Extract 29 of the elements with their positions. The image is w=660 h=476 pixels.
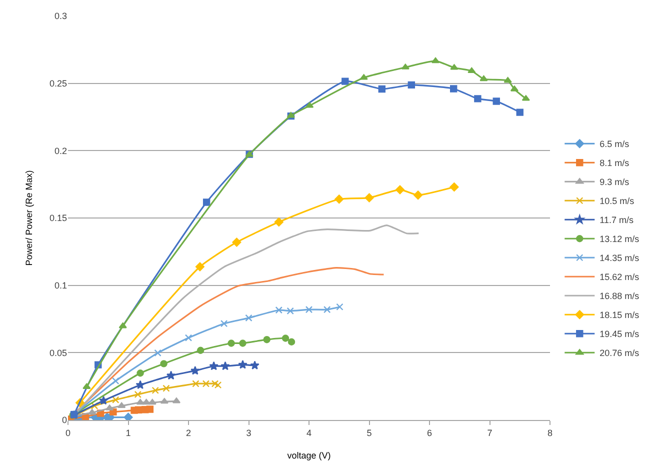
legend-label: 6.5 m/s bbox=[600, 139, 630, 150]
x-tick-label: 2 bbox=[186, 428, 192, 438]
y-tick-label: 0.2 bbox=[54, 146, 67, 156]
legend-label: 18.15 m/s bbox=[600, 310, 640, 320]
legend-label: 10.5 m/s bbox=[600, 196, 635, 206]
y-tick-label: 0.25 bbox=[49, 78, 67, 88]
legend-label: 20.76 m/s bbox=[600, 348, 640, 358]
legend-label: 16.88 m/s bbox=[600, 291, 640, 302]
x-tick-label: 8 bbox=[547, 428, 553, 438]
legend-label: 14.35 m/s bbox=[600, 253, 640, 264]
x-tick-label: 3 bbox=[246, 428, 252, 438]
y-axis-title: Power/ Power (Re Max) bbox=[24, 170, 34, 266]
x-tick-label: 4 bbox=[306, 428, 312, 438]
legend-label: 8.1 m/s bbox=[600, 158, 630, 168]
x-tick-label: 5 bbox=[366, 428, 372, 438]
x-tick-label: 1 bbox=[126, 428, 131, 438]
y-tick-label: 0.1 bbox=[54, 280, 67, 290]
legend-label: 13.12 m/s bbox=[600, 234, 640, 244]
legend-label: 11.7 m/s bbox=[600, 215, 634, 226]
legend-label: 15.62 m/s bbox=[600, 272, 640, 282]
x-tick-label: 7 bbox=[487, 428, 492, 438]
legend-label: 9.3 m/s bbox=[600, 177, 630, 188]
y-tick-label: 0.15 bbox=[49, 213, 67, 224]
y-tick-label: 0.3 bbox=[54, 11, 67, 22]
x-axis-title: voltage (V) bbox=[287, 450, 331, 461]
x-tick-label: 6 bbox=[426, 428, 432, 438]
legend-label: 19.45 m/s bbox=[600, 329, 640, 340]
y-tick-label: 0.05 bbox=[49, 348, 67, 358]
y-tick-label: 0 bbox=[62, 415, 67, 426]
